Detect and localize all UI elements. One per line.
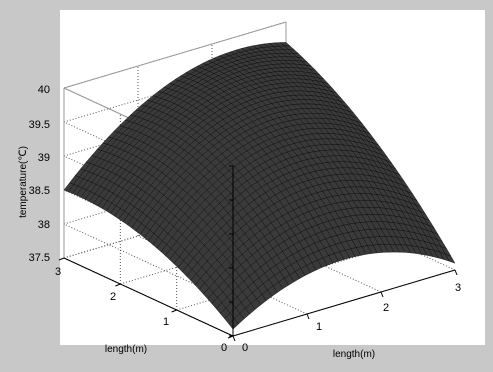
x-tick-label: 1 (316, 321, 322, 333)
y-tick-label: 0 (221, 342, 227, 354)
z-tick-label: 37.5 (29, 252, 50, 264)
x-tick-mark (232, 335, 236, 342)
y-tick-label: 3 (55, 266, 61, 278)
surface-patch (444, 253, 456, 264)
x-axis-line (232, 269, 456, 337)
y-tick-mark (171, 309, 177, 313)
z-tick-label: 40 (38, 84, 50, 96)
z-tick-label: 39.5 (29, 119, 50, 131)
box-edge (63, 21, 287, 89)
z-tick-label: 39 (38, 152, 50, 164)
grid-line (63, 223, 234, 303)
x-axis-label: length(m) (333, 349, 375, 360)
y-axis-line (63, 257, 234, 337)
x-tick-label: 3 (455, 282, 461, 294)
z-axis-label: temperature(℃) (18, 146, 29, 218)
x-tick-mark (306, 313, 310, 320)
y-tick-label: 2 (110, 291, 116, 303)
x-tick-mark (454, 269, 458, 276)
x-tick-label: 0 (242, 342, 248, 354)
y-axis-label: length(m) (105, 344, 147, 355)
y-tick-label: 1 (163, 316, 169, 328)
surface-mesh (63, 42, 456, 330)
x-tick-label: 2 (383, 302, 389, 314)
y-tick-mark (58, 257, 65, 261)
z-tick-label: 38 (38, 219, 50, 231)
y-tick-mark (115, 283, 121, 287)
axes-lines (58, 165, 458, 342)
z-tick-label: 38.5 (29, 185, 50, 197)
x-tick-mark (380, 291, 384, 298)
